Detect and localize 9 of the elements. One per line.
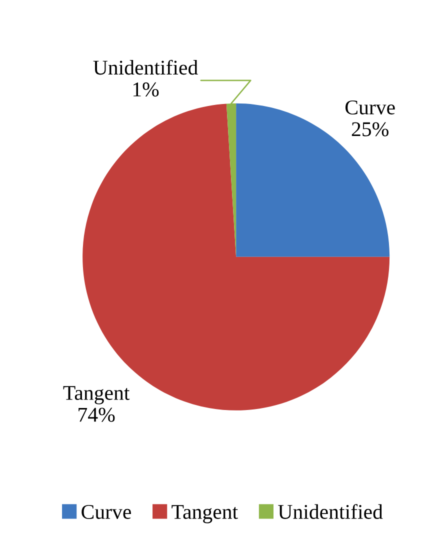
legend-label: Tangent <box>172 505 238 524</box>
legend-label: Curve <box>82 504 131 519</box>
slice-label: Tangent <box>63 386 130 404</box>
slice-label: Curve <box>345 100 395 114</box>
data-label: 25% <box>352 122 388 136</box>
legend-label: Unidentified <box>278 504 383 519</box>
slice-label: Unidentified <box>93 60 198 75</box>
data-label: 1% <box>133 82 159 97</box>
data-label: 74% <box>78 408 115 422</box>
